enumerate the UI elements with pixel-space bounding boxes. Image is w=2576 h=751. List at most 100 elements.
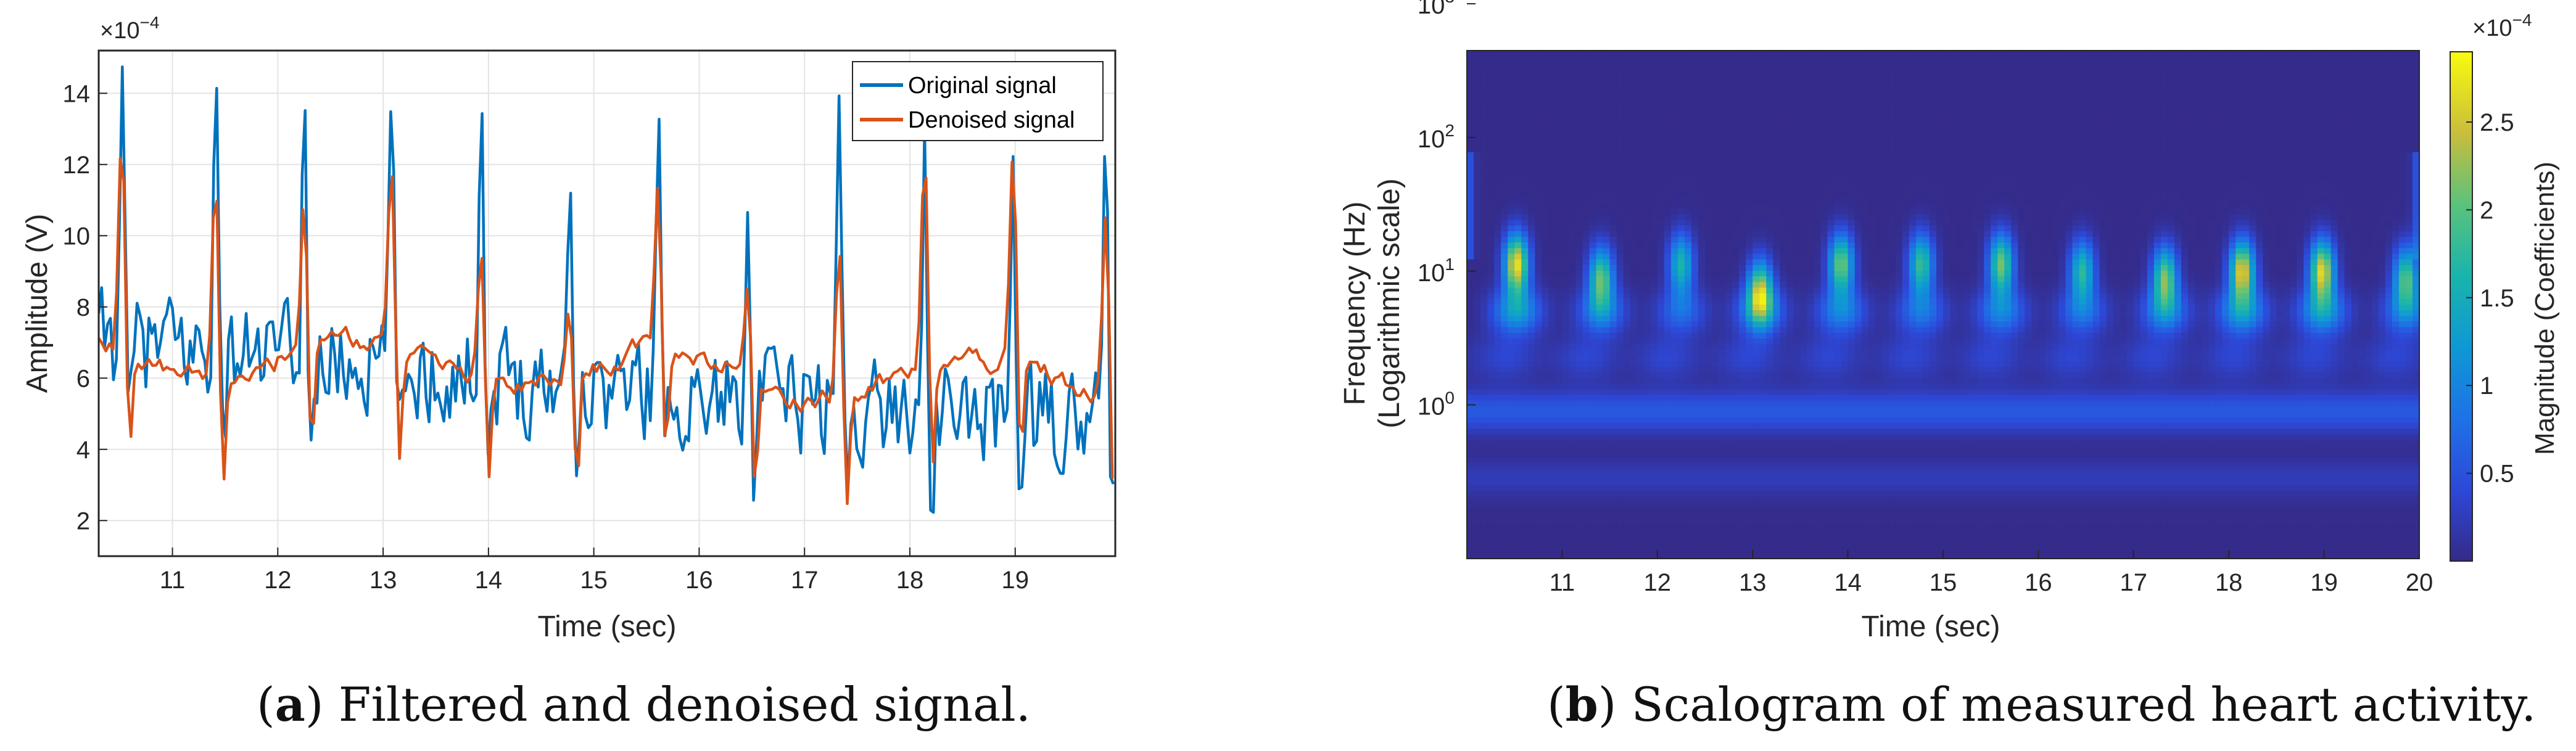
heatmap-cell bbox=[2371, 237, 2379, 243]
heatmap-cell bbox=[1888, 180, 1896, 187]
heatmap-cell bbox=[1936, 141, 1944, 147]
heatmap-cell bbox=[1991, 51, 1998, 57]
heatmap-cell bbox=[1712, 141, 1719, 147]
heatmap-cell bbox=[2344, 146, 2352, 153]
heatmap-cell bbox=[2202, 186, 2209, 192]
heatmap-cell bbox=[2086, 169, 2094, 176]
heatmap-cell bbox=[2058, 197, 2066, 203]
heatmap-cell bbox=[2290, 231, 2298, 237]
heatmap-cell bbox=[1487, 84, 1495, 91]
heatmap-cell bbox=[2297, 231, 2305, 237]
heatmap-cell bbox=[1773, 231, 1780, 237]
heatmap-cell bbox=[1650, 107, 1658, 113]
heatmap-cell bbox=[2337, 62, 2345, 68]
heatmap-cell bbox=[1480, 107, 1488, 113]
heatmap-cell bbox=[1895, 124, 1903, 130]
heatmap-cell bbox=[2385, 62, 2393, 68]
heatmap-cell bbox=[1616, 248, 1624, 255]
heatmap-cell bbox=[1984, 197, 1991, 203]
heatmap-cell bbox=[2045, 141, 2053, 147]
heatmap-cell bbox=[1800, 169, 1808, 176]
heatmap-cell bbox=[1480, 248, 1488, 255]
heatmap-cell bbox=[2202, 62, 2209, 68]
heatmap-cell bbox=[2181, 141, 2189, 147]
heatmap-cell bbox=[2072, 107, 2080, 113]
heatmap-cell bbox=[1854, 157, 1862, 164]
heatmap-cell bbox=[2126, 220, 2134, 226]
heatmap-cell bbox=[2398, 78, 2406, 85]
heatmap-cell bbox=[2412, 73, 2419, 80]
heatmap-cell bbox=[2324, 191, 2332, 198]
heatmap-cell bbox=[2242, 169, 2250, 176]
heatmap-cell bbox=[2330, 174, 2339, 181]
heatmap-cell bbox=[2086, 73, 2094, 80]
heatmap-cell bbox=[2290, 242, 2298, 249]
heatmap-cell bbox=[2405, 180, 2413, 187]
heatmap-cell bbox=[2242, 107, 2250, 113]
heatmap-cell bbox=[2263, 186, 2270, 192]
heatmap-cell bbox=[1664, 141, 1672, 147]
heatmap-cell bbox=[1521, 231, 1529, 237]
heatmap-cell bbox=[1875, 107, 1883, 113]
heatmap-cell bbox=[2126, 78, 2134, 85]
heatmap-cell bbox=[1847, 191, 1856, 198]
heatmap-cell bbox=[1739, 157, 1746, 164]
heatmap-cell bbox=[2276, 214, 2284, 221]
heatmap-cell bbox=[2283, 135, 2291, 142]
heatmap-cell bbox=[2303, 197, 2311, 203]
heatmap-cell bbox=[2242, 220, 2250, 226]
heatmap-cell bbox=[2160, 78, 2168, 85]
heatmap-cell bbox=[1834, 51, 1842, 57]
heatmap-cell bbox=[1508, 214, 1515, 221]
heatmap-cell bbox=[1705, 146, 1712, 153]
heatmap-cell bbox=[1841, 186, 1849, 192]
heatmap-cell bbox=[1589, 231, 1597, 237]
heatmap-cell bbox=[1759, 242, 1767, 249]
heatmap-cell bbox=[1637, 231, 1645, 237]
heatmap-cell bbox=[2045, 208, 2053, 215]
heatmap-cell bbox=[1501, 214, 1508, 221]
heatmap-cell bbox=[1562, 169, 1570, 176]
heatmap-cell bbox=[2208, 208, 2216, 215]
heatmap-cell bbox=[1746, 242, 1753, 249]
heatmap-cell bbox=[1922, 191, 1930, 198]
heatmap-cell bbox=[1793, 84, 1801, 91]
heatmap-cell bbox=[1643, 141, 1651, 147]
heatmap-cell bbox=[2045, 124, 2053, 130]
heatmap-cell bbox=[2153, 197, 2161, 203]
heatmap-cell bbox=[2385, 135, 2393, 142]
heatmap-cell bbox=[2086, 163, 2094, 170]
heatmap-cell bbox=[1474, 67, 1481, 74]
heatmap-cell bbox=[1746, 90, 1753, 96]
heatmap-cell bbox=[1467, 203, 1474, 209]
heatmap-cell bbox=[2283, 73, 2291, 80]
heatmap-cell bbox=[2011, 191, 2018, 198]
heatmap-cell bbox=[2099, 90, 2107, 96]
heatmap-cell bbox=[2174, 141, 2182, 147]
heatmap-cell bbox=[2195, 174, 2202, 181]
heatmap-cell bbox=[1875, 73, 1883, 80]
heatmap-cell bbox=[2235, 220, 2243, 226]
heatmap-cell bbox=[1841, 129, 1849, 136]
heatmap-cell bbox=[2398, 152, 2406, 158]
heatmap-cell bbox=[1732, 203, 1740, 209]
heatmap-cell bbox=[1793, 56, 1801, 62]
heatmap-cell bbox=[1909, 180, 1917, 187]
heatmap-cell bbox=[1834, 191, 1842, 198]
heatmap-cell bbox=[1677, 242, 1685, 249]
heatmap-cell bbox=[1562, 56, 1570, 62]
heatmap-cell bbox=[2188, 135, 2195, 142]
heatmap-cell bbox=[1643, 186, 1651, 192]
heatmap-cell bbox=[1596, 180, 1604, 187]
heatmap-cell bbox=[1814, 208, 1822, 215]
heatmap-cell bbox=[2160, 203, 2168, 209]
heatmap-cell bbox=[1991, 242, 1998, 249]
heatmap-cell bbox=[2330, 118, 2339, 125]
heatmap-cell bbox=[1719, 163, 1726, 170]
heatmap-cell bbox=[1609, 90, 1617, 96]
heatmap-cell bbox=[1793, 73, 1801, 80]
heatmap-cell bbox=[1684, 146, 1692, 153]
heatmap-cell bbox=[2351, 73, 2359, 80]
heatmap-cell bbox=[1684, 174, 1692, 181]
heatmap-cell bbox=[2167, 146, 2175, 153]
